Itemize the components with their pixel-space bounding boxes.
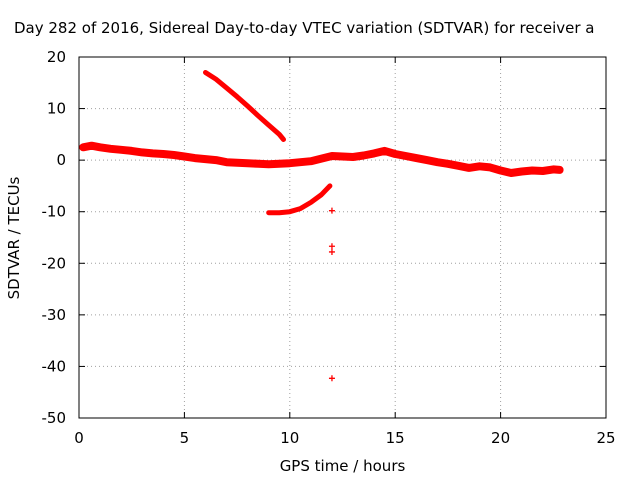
x-axis-label: GPS time / hours [280, 457, 406, 475]
series-descending-arc [203, 70, 286, 142]
y-tick-label: -30 [42, 306, 67, 324]
y-tick-label: -50 [42, 409, 67, 427]
x-tick-label: 25 [596, 429, 615, 447]
x-tick-label: 5 [180, 429, 190, 447]
x-tick-label: 20 [491, 429, 510, 447]
x-tick-label: 0 [74, 429, 84, 447]
y-tick-label: -40 [42, 357, 67, 375]
x-tick-label: 10 [280, 429, 299, 447]
y-tick-label: -10 [42, 203, 67, 221]
y-axis-label: SDTVAR / TECUs [5, 176, 23, 299]
chart-title: Day 282 of 2016, Sidereal Day-to-day VTE… [14, 19, 595, 37]
outlier-point [328, 207, 335, 214]
outlier-point [328, 243, 335, 250]
y-tick-label: -20 [42, 254, 67, 272]
series-main-track [79, 141, 564, 177]
y-tick-label: 10 [47, 100, 66, 118]
x-tick-labels: 0 5 10 15 20 25 [74, 429, 615, 447]
series-lower-arc [266, 183, 333, 216]
y-tick-label: 0 [56, 151, 66, 169]
data-series [79, 70, 564, 382]
outlier-point [328, 375, 335, 382]
x-tick-label: 15 [386, 429, 405, 447]
plot-frame [78, 56, 607, 419]
y-tick-labels: 20 10 0 -10 -20 -30 -40 -50 [42, 48, 67, 427]
axis-ticks [78, 56, 607, 419]
y-tick-label: 20 [47, 48, 66, 66]
outlier-point [328, 248, 335, 255]
grid-lines [79, 57, 606, 418]
